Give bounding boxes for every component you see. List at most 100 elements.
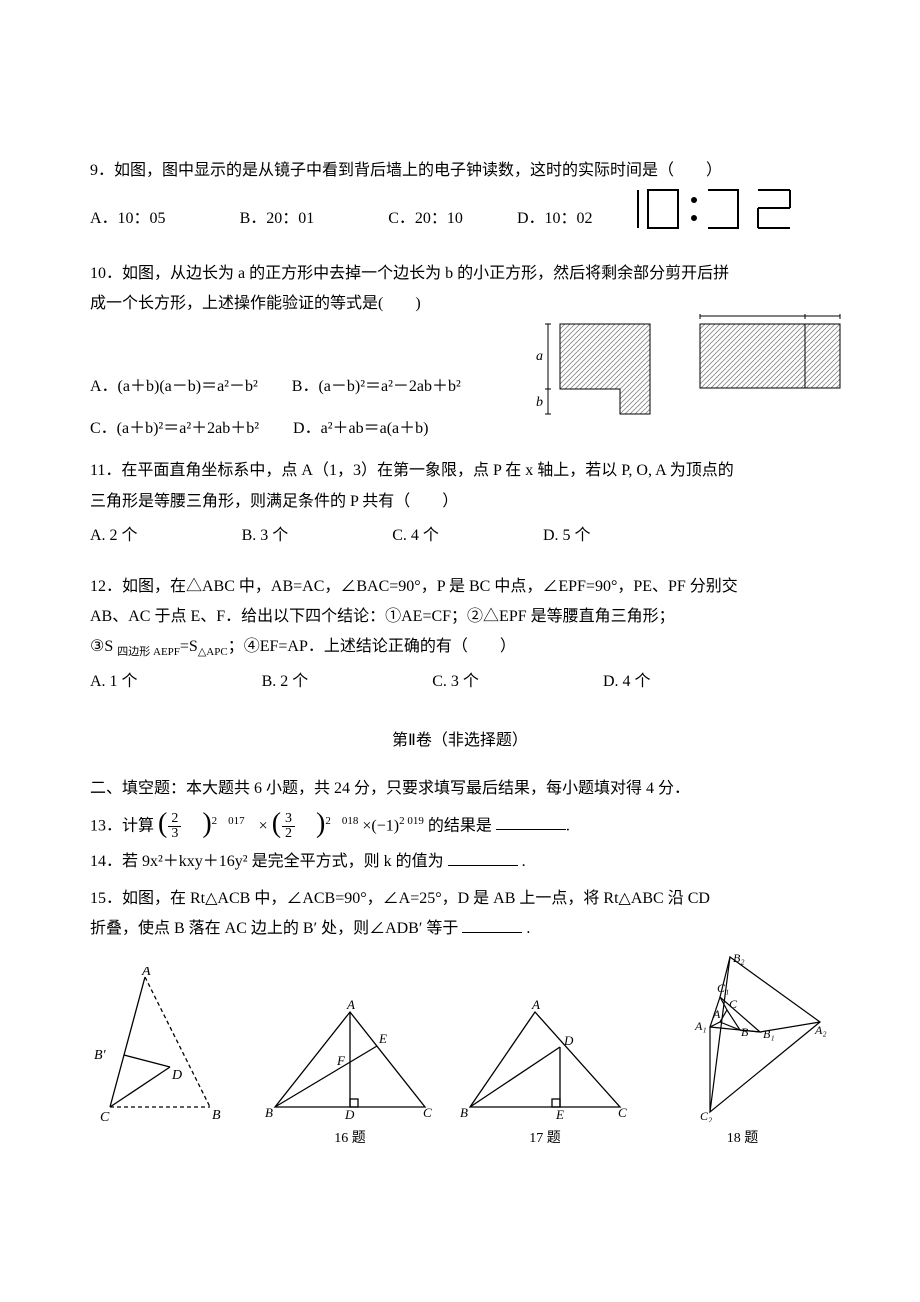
q10-opt-a: A．(a＋b)(a－b)＝a²－b²	[90, 372, 258, 402]
fig18-C2: C₂	[700, 1109, 712, 1122]
fig-15: A B′ D C B	[90, 967, 240, 1153]
q10-stem-1: 10．如图，从边长为 a 的正方形中去掉一个边长为 b 的小正方形，然后将剩余部…	[90, 259, 830, 289]
q11-opt-a: A. 2 个	[90, 521, 138, 551]
q11-stem-2: 三角形是等腰三角形，则满足条件的 P 共有（ ）	[90, 487, 830, 517]
q10-opt-d: D．a²＋ab＝a(a＋b)	[293, 414, 428, 444]
q12-opt-b: B. 2 个	[262, 667, 309, 697]
fig18-A1: A₁	[694, 1019, 707, 1033]
fig18-B: B	[741, 1025, 749, 1039]
q13-exp1: 2 017	[212, 815, 245, 827]
q15-line2-post: .	[526, 920, 530, 937]
fillin-intro: 二、填空题：本大题共 6 小题，共 24 分，只要求填写最后结果，每小题填对得 …	[90, 774, 830, 804]
fig18-A: A	[712, 1007, 721, 1021]
q11-opt-b: B. 3 个	[242, 521, 289, 551]
q14-post: .	[522, 853, 526, 870]
q12-stem3-sub2: △APC	[198, 646, 228, 658]
q14-pre: 14．若 9x²＋kxy＋16y² 是完全平方式，则 k 的值为	[90, 853, 444, 870]
section-2-title: 第Ⅱ卷（非选择题）	[90, 726, 830, 756]
fig17-B: B	[460, 1105, 468, 1120]
lparen-icon: (	[158, 810, 167, 838]
q10-opt-b: B．(a－b)²＝a²－2ab＋b²	[292, 372, 461, 402]
q12-stem3-suffix: ；④EF=AP．上述结论正确的有（ ）	[228, 638, 516, 655]
q9-opt-c: C．20：10	[388, 204, 463, 234]
q13-suffix: 的结果是	[428, 817, 492, 834]
rparen-icon: )	[202, 810, 211, 838]
fig18-B1: B₁	[763, 1027, 775, 1041]
fig16-F: F	[336, 1053, 346, 1068]
q15-blank	[462, 916, 522, 933]
question-13: 13．计算 (23)2 017 × (32)2 018 ×(−1)2 019 的…	[90, 811, 830, 842]
q11-opt-c: C. 4 个	[392, 521, 439, 551]
lparen2-icon: (	[272, 810, 281, 838]
q12-stem-1: 12．如图，在△ABC 中，AB=AC，∠BAC=90°，P 是 BC 中点，∠…	[90, 572, 830, 602]
q12-options: A. 1 个 B. 2 个 C. 3 个 D. 4 个	[90, 667, 830, 697]
fig18-C: C	[729, 997, 738, 1011]
q14-blank	[448, 849, 518, 866]
fig15-C: C	[100, 1110, 110, 1122]
q12-opt-c: C. 3 个	[432, 667, 479, 697]
fig15-D: D	[171, 1068, 182, 1083]
q12-stem3-sub1: 四边形 AEPF	[117, 646, 180, 658]
fig16-D: D	[344, 1107, 355, 1122]
q12-stem-2: AB、AC 于点 E、F．给出以下四个结论：①AE=CF；②△EPF 是等腰直角…	[90, 602, 830, 632]
q13-exp3: 2 019	[399, 815, 424, 827]
q13-exp2: 2 018	[325, 815, 358, 827]
q9-opt-a: A．10：05	[90, 204, 166, 234]
q13-prefix: 13．计算	[90, 817, 154, 834]
fig10-label-b-right: b	[818, 314, 825, 316]
fig17-D: D	[563, 1033, 574, 1048]
q9-stem: 9．如图，图中显示的是从镜子中看到背后墙上的电子钟读数，这时的实际时间是（ ）	[90, 156, 830, 186]
q9-opt-b: B．20：01	[240, 204, 315, 234]
fig17-label: 17 题	[460, 1126, 630, 1153]
q13-frac2: 32	[282, 812, 295, 841]
fig17-E: E	[555, 1107, 564, 1122]
q13-blank	[496, 813, 566, 830]
fig17-C: C	[618, 1105, 627, 1120]
fig16-C: C	[423, 1105, 432, 1120]
fig16-E: E	[378, 1031, 387, 1046]
q13-times-1: ×	[259, 817, 268, 834]
fig18-A2: A₂	[814, 1023, 827, 1037]
q11-stem-1: 11．在平面直角坐标系中，点 A（1，3）在第一象限，点 P 在 x 轴上，若以…	[90, 456, 830, 486]
fig10-label-a-left: a	[536, 349, 543, 364]
fig-18: B₂ A₂ C₂ C₁ B₁ A₁ A B C 18 题	[655, 952, 830, 1153]
q10-opt-c: C．(a＋b)²＝a²＋2ab＋b²	[90, 414, 259, 444]
fig16-A: A	[346, 997, 355, 1012]
question-12: 12．如图，在△ABC 中，AB=AC，∠BAC=90°，P 是 BC 中点，∠…	[90, 572, 830, 698]
q12-stem-3: ③S 四边形 AEPF=S△APC；④EF=AP．上述结论正确的有（ ）	[90, 632, 830, 663]
fig10-label-b-left: b	[536, 395, 543, 410]
fig15-B: B	[212, 1108, 221, 1122]
q11-options: A. 2 个 B. 3 个 C. 4 个 D. 5 个	[90, 521, 830, 551]
q10-figure: a b	[530, 314, 850, 414]
rparen2-icon: )	[316, 810, 325, 838]
figure-row: A B′ D C B	[90, 952, 830, 1153]
question-10: 10．如图，从边长为 a 的正方形中去掉一个边长为 b 的小正方形，然后将剩余部…	[90, 259, 830, 445]
fig-16: A B C D E F 16 题	[265, 997, 435, 1153]
question-9: 9．如图，图中显示的是从镜子中看到背后墙上的电子钟读数，这时的实际时间是（ ） …	[90, 156, 830, 235]
question-15: 15．如图，在 Rt△ACB 中，∠ACB=90°，∠A=25°，D 是 AB …	[90, 884, 830, 945]
fig16-B: B	[265, 1105, 273, 1120]
q12-stem3-mid: =S	[180, 638, 198, 655]
question-14: 14．若 9x²＋kxy＋16y² 是完全平方式，则 k 的值为 .	[90, 847, 830, 877]
q13-mid: ×(−1)	[362, 817, 399, 834]
q13-frac1: 23	[168, 812, 181, 841]
fig18-B2: B₂	[733, 952, 745, 965]
fig17-A: A	[531, 997, 540, 1012]
q15-line1: 15．如图，在 Rt△ACB 中，∠ACB=90°，∠A=25°，D 是 AB …	[90, 884, 830, 914]
q12-opt-a: A. 1 个	[90, 667, 138, 697]
q9-clock-figure	[630, 184, 800, 234]
q11-opt-d: D. 5 个	[543, 521, 591, 551]
fig18-label: 18 题	[655, 1126, 830, 1153]
q15-line2: 折叠，使点 B 落在 AC 边上的 B′ 处，则∠ADB′ 等于 .	[90, 914, 830, 944]
fig-17: A B C D E 17 题	[460, 997, 630, 1153]
fig18-C1: C₁	[717, 981, 729, 995]
question-11: 11．在平面直角坐标系中，点 A（1，3）在第一象限，点 P 在 x 轴上，若以…	[90, 456, 830, 551]
q12-stem3-prefix: ③S	[90, 638, 117, 655]
fig15-Bp: B′	[94, 1048, 107, 1063]
fig16-label: 16 题	[265, 1126, 435, 1153]
fig15-A: A	[141, 967, 151, 979]
q12-opt-d: D. 4 个	[603, 667, 651, 697]
q9-opt-d: D．10：02	[517, 204, 593, 234]
fig10-label-a-right: a	[748, 314, 755, 316]
q15-line2-pre: 折叠，使点 B 落在 AC 边上的 B′ 处，则∠ADB′ 等于	[90, 920, 458, 937]
